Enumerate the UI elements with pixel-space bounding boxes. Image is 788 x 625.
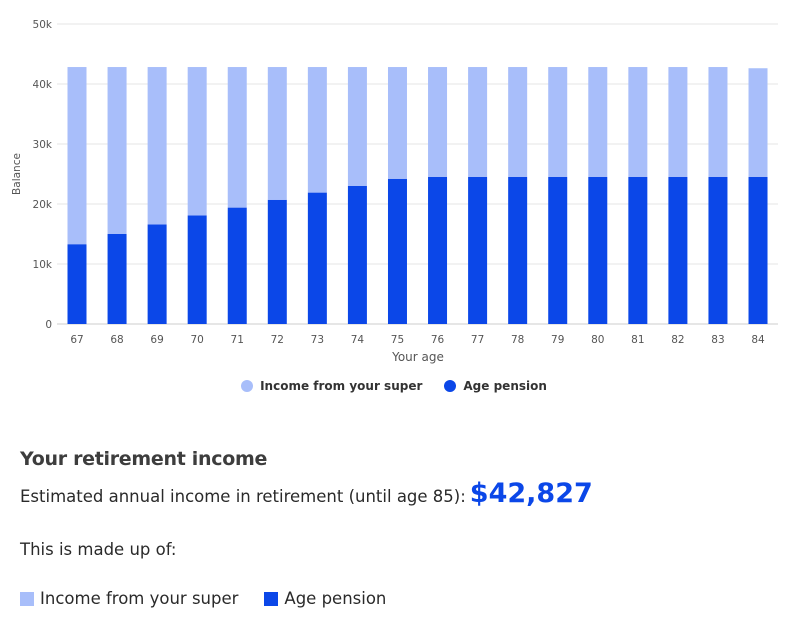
bar-age-pension xyxy=(267,199,287,324)
bar-super-income xyxy=(628,67,648,177)
bar-age-pension xyxy=(628,177,648,324)
key-swatch-super xyxy=(20,591,34,606)
key-item-pension: Age pension xyxy=(264,589,386,608)
bar-age-pension xyxy=(347,186,367,324)
bar-super-income xyxy=(468,67,488,177)
x-tick-label: 82 xyxy=(671,334,684,346)
x-tick-label: 77 xyxy=(471,334,484,346)
key-label-pension: Age pension xyxy=(284,589,387,608)
bar-super-income xyxy=(748,68,768,177)
x-tick-label: 75 xyxy=(391,334,404,346)
key-label-super: Income from your super xyxy=(40,589,239,608)
y-tick-label: 50k xyxy=(33,19,53,31)
x-axis-label: Your age xyxy=(391,350,444,364)
legend-marker-pension xyxy=(444,380,457,392)
chart-legend: Income from your super Age pension xyxy=(0,379,788,393)
estimate-value: $42,827 xyxy=(469,478,593,509)
bar-super-income xyxy=(508,67,528,177)
made-up-of-text: This is made up of: xyxy=(20,540,177,559)
bar-age-pension xyxy=(508,177,528,324)
bar-age-pension xyxy=(748,177,768,324)
x-tick-label: 69 xyxy=(150,334,163,346)
y-tick-label: 30k xyxy=(33,139,53,151)
legend-item-super[interactable]: Income from your super xyxy=(241,379,422,393)
y-tick-label: 20k xyxy=(33,199,53,211)
key-swatch-pension xyxy=(264,591,279,606)
bar-age-pension xyxy=(708,177,728,324)
retirement-summary: Your retirement income Estimated annual … xyxy=(20,446,780,608)
bar-super-income xyxy=(588,67,608,177)
x-tick-label: 81 xyxy=(631,334,644,346)
summary-title: Your retirement income xyxy=(20,448,268,470)
bar-super-income xyxy=(708,67,728,177)
bar-age-pension xyxy=(468,177,488,324)
x-tick-label: 72 xyxy=(271,334,284,346)
bar-super-income xyxy=(267,67,287,200)
x-tick-label: 67 xyxy=(70,334,83,346)
bar-super-income xyxy=(668,67,688,177)
x-tick-label: 80 xyxy=(591,334,604,346)
x-tick-label: 84 xyxy=(751,334,765,346)
bar-age-pension xyxy=(387,178,407,324)
bar-age-pension xyxy=(187,215,207,324)
retirement-income-chart: 0 10k 20k 30k 40k 50k Balance 67 68 69 70 71 72 73 74 7… xyxy=(11,19,778,364)
key-item-super: Income from your super xyxy=(20,589,238,608)
x-tick-label: 71 xyxy=(231,334,244,346)
legend-label-pension: Age pension xyxy=(463,379,547,393)
legend-label-super: Income from your super xyxy=(260,379,423,393)
bar-age-pension xyxy=(107,234,127,324)
x-tick-label: 83 xyxy=(711,334,724,346)
income-key: Income from your super Age pension xyxy=(20,589,386,608)
bar-age-pension xyxy=(147,224,167,324)
bar-age-pension xyxy=(227,207,247,324)
bar-super-income xyxy=(428,67,448,177)
bar-age-pension xyxy=(668,177,688,324)
legend-item-pension[interactable]: Age pension xyxy=(444,379,547,393)
bar-super-income xyxy=(147,67,167,225)
bar-super-income xyxy=(548,67,568,177)
estimate-label: Estimated annual income in retirement (u… xyxy=(20,487,466,506)
x-tick-label: 76 xyxy=(431,334,445,346)
x-tick-label: 73 xyxy=(311,334,324,346)
x-tick-label: 78 xyxy=(511,334,524,346)
bar-age-pension xyxy=(307,192,327,324)
y-tick-label: 40k xyxy=(33,79,53,91)
bar-super-income xyxy=(307,67,327,193)
bar-age-pension xyxy=(588,177,608,324)
bar-super-income xyxy=(347,67,367,186)
bar-age-pension xyxy=(548,177,568,324)
bar-super-income xyxy=(187,67,207,216)
legend-marker-super xyxy=(241,380,254,392)
bar-age-pension xyxy=(67,244,87,324)
bar-super-income xyxy=(227,67,247,208)
bar-super-income xyxy=(67,67,87,245)
x-tick-label: 68 xyxy=(110,334,123,346)
x-tick-label: 79 xyxy=(551,334,564,346)
bar-super-income xyxy=(387,67,407,179)
bar-super-income xyxy=(107,67,127,235)
bar-age-pension xyxy=(428,177,448,324)
y-axis-label: Balance xyxy=(11,153,23,195)
y-tick-label: 10k xyxy=(33,259,53,271)
estimate-row: Estimated annual income in retirement (u… xyxy=(20,478,593,509)
y-tick-label: 0 xyxy=(45,319,52,331)
x-tick-label: 70 xyxy=(190,334,203,346)
x-tick-label: 74 xyxy=(351,334,365,346)
